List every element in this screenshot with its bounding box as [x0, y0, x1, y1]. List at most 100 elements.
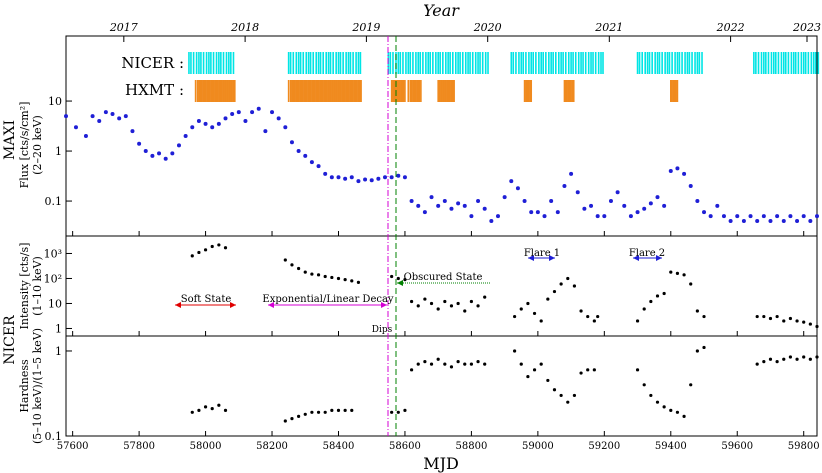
- data-point: [675, 410, 680, 414]
- data-point: [522, 199, 527, 204]
- data-point: [586, 368, 590, 372]
- data-point: [409, 199, 414, 204]
- data-point: [190, 254, 194, 258]
- data-point: [449, 304, 454, 308]
- data-point: [519, 362, 523, 366]
- data-point: [429, 195, 434, 200]
- data-point: [642, 383, 646, 387]
- data-point: [755, 218, 760, 223]
- data-point: [343, 176, 348, 181]
- decay-arrow-left: [268, 302, 274, 308]
- data-point: [443, 362, 447, 366]
- data-point: [190, 125, 195, 130]
- data-point: [303, 270, 307, 274]
- data-point: [802, 355, 806, 359]
- data-point: [416, 362, 420, 366]
- year-tick-label: 2017: [109, 21, 138, 34]
- maxi-ylabel-sub: (2–20 keV): [31, 115, 44, 175]
- data-point: [217, 403, 221, 407]
- data-point: [73, 125, 78, 130]
- decay-label: Exponential/Linear Decay: [262, 294, 394, 305]
- data-point: [429, 301, 434, 306]
- data-point: [768, 357, 773, 361]
- data-point: [662, 405, 666, 409]
- data-point: [456, 359, 460, 364]
- data-point: [586, 314, 590, 319]
- data-point: [489, 218, 494, 223]
- data-point: [572, 393, 577, 398]
- data-point: [688, 184, 693, 188]
- data-point: [483, 295, 487, 299]
- data-point: [350, 279, 354, 283]
- mjd-tick-label: 59800: [788, 441, 820, 452]
- data-point: [336, 175, 341, 180]
- data-point: [203, 121, 208, 126]
- data-point: [768, 218, 773, 223]
- data-point: [635, 368, 640, 372]
- data-point: [513, 314, 517, 319]
- data-point: [330, 408, 334, 413]
- data-point: [336, 276, 341, 281]
- data-point: [735, 214, 740, 219]
- data-point: [150, 153, 155, 158]
- data-point: [276, 116, 281, 121]
- data-point: [815, 324, 819, 329]
- data-point: [383, 175, 388, 180]
- data-point: [297, 266, 301, 271]
- data-point: [635, 210, 640, 215]
- maxi-points: [64, 106, 819, 223]
- data-point: [555, 210, 560, 215]
- mjd-tick-label: 57600: [57, 441, 89, 452]
- data-point: [702, 210, 707, 215]
- data-point: [163, 156, 168, 161]
- data-point: [689, 282, 693, 286]
- soft-state-arrow-right: [230, 302, 236, 308]
- data-point: [695, 349, 699, 353]
- data-point: [526, 301, 530, 306]
- data-point: [539, 362, 543, 366]
- data-point: [546, 378, 550, 383]
- data-point: [775, 359, 779, 364]
- data-point: [476, 304, 480, 308]
- intensity-ylabel: Intensity [cts/s]: [18, 243, 31, 330]
- data-point: [596, 314, 600, 319]
- data-point: [748, 214, 753, 219]
- data-point: [217, 243, 221, 247]
- data-point: [462, 203, 467, 208]
- data-point: [323, 171, 328, 176]
- data-point: [343, 408, 347, 413]
- data-point: [303, 412, 307, 416]
- mjd-tick-label: 57800: [123, 441, 155, 452]
- data-point: [808, 218, 813, 223]
- data-point: [509, 179, 514, 184]
- data-point: [416, 203, 421, 208]
- data-point: [702, 345, 706, 350]
- maxi-ylabel: Flux [cts/s/cm²]: [18, 102, 31, 189]
- mjd-tick-label: 59200: [588, 441, 620, 452]
- data-point: [416, 304, 420, 308]
- data-point: [396, 173, 401, 178]
- flare1-label: Flare 1: [524, 248, 560, 259]
- data-point: [755, 362, 759, 366]
- data-point: [589, 203, 594, 208]
- data-point: [539, 319, 543, 323]
- mjd-tick-label: 59000: [522, 441, 554, 452]
- data-point: [529, 210, 534, 215]
- data-point: [566, 400, 570, 404]
- flare2-arrow-right: [656, 255, 662, 261]
- year-tick-label: 2020: [473, 21, 502, 34]
- data-point: [197, 408, 201, 413]
- data-point: [469, 362, 474, 366]
- data-point: [343, 278, 347, 282]
- data-point: [708, 214, 713, 219]
- data-point: [775, 314, 779, 319]
- data-point: [236, 110, 241, 115]
- data-point: [210, 125, 215, 130]
- data-point: [782, 357, 786, 361]
- data-point: [449, 365, 454, 369]
- data-point: [552, 289, 557, 294]
- hxmt-obs-label: HXMT :: [125, 81, 184, 99]
- data-point: [649, 393, 653, 398]
- data-point: [350, 408, 354, 413]
- data-point: [552, 388, 557, 392]
